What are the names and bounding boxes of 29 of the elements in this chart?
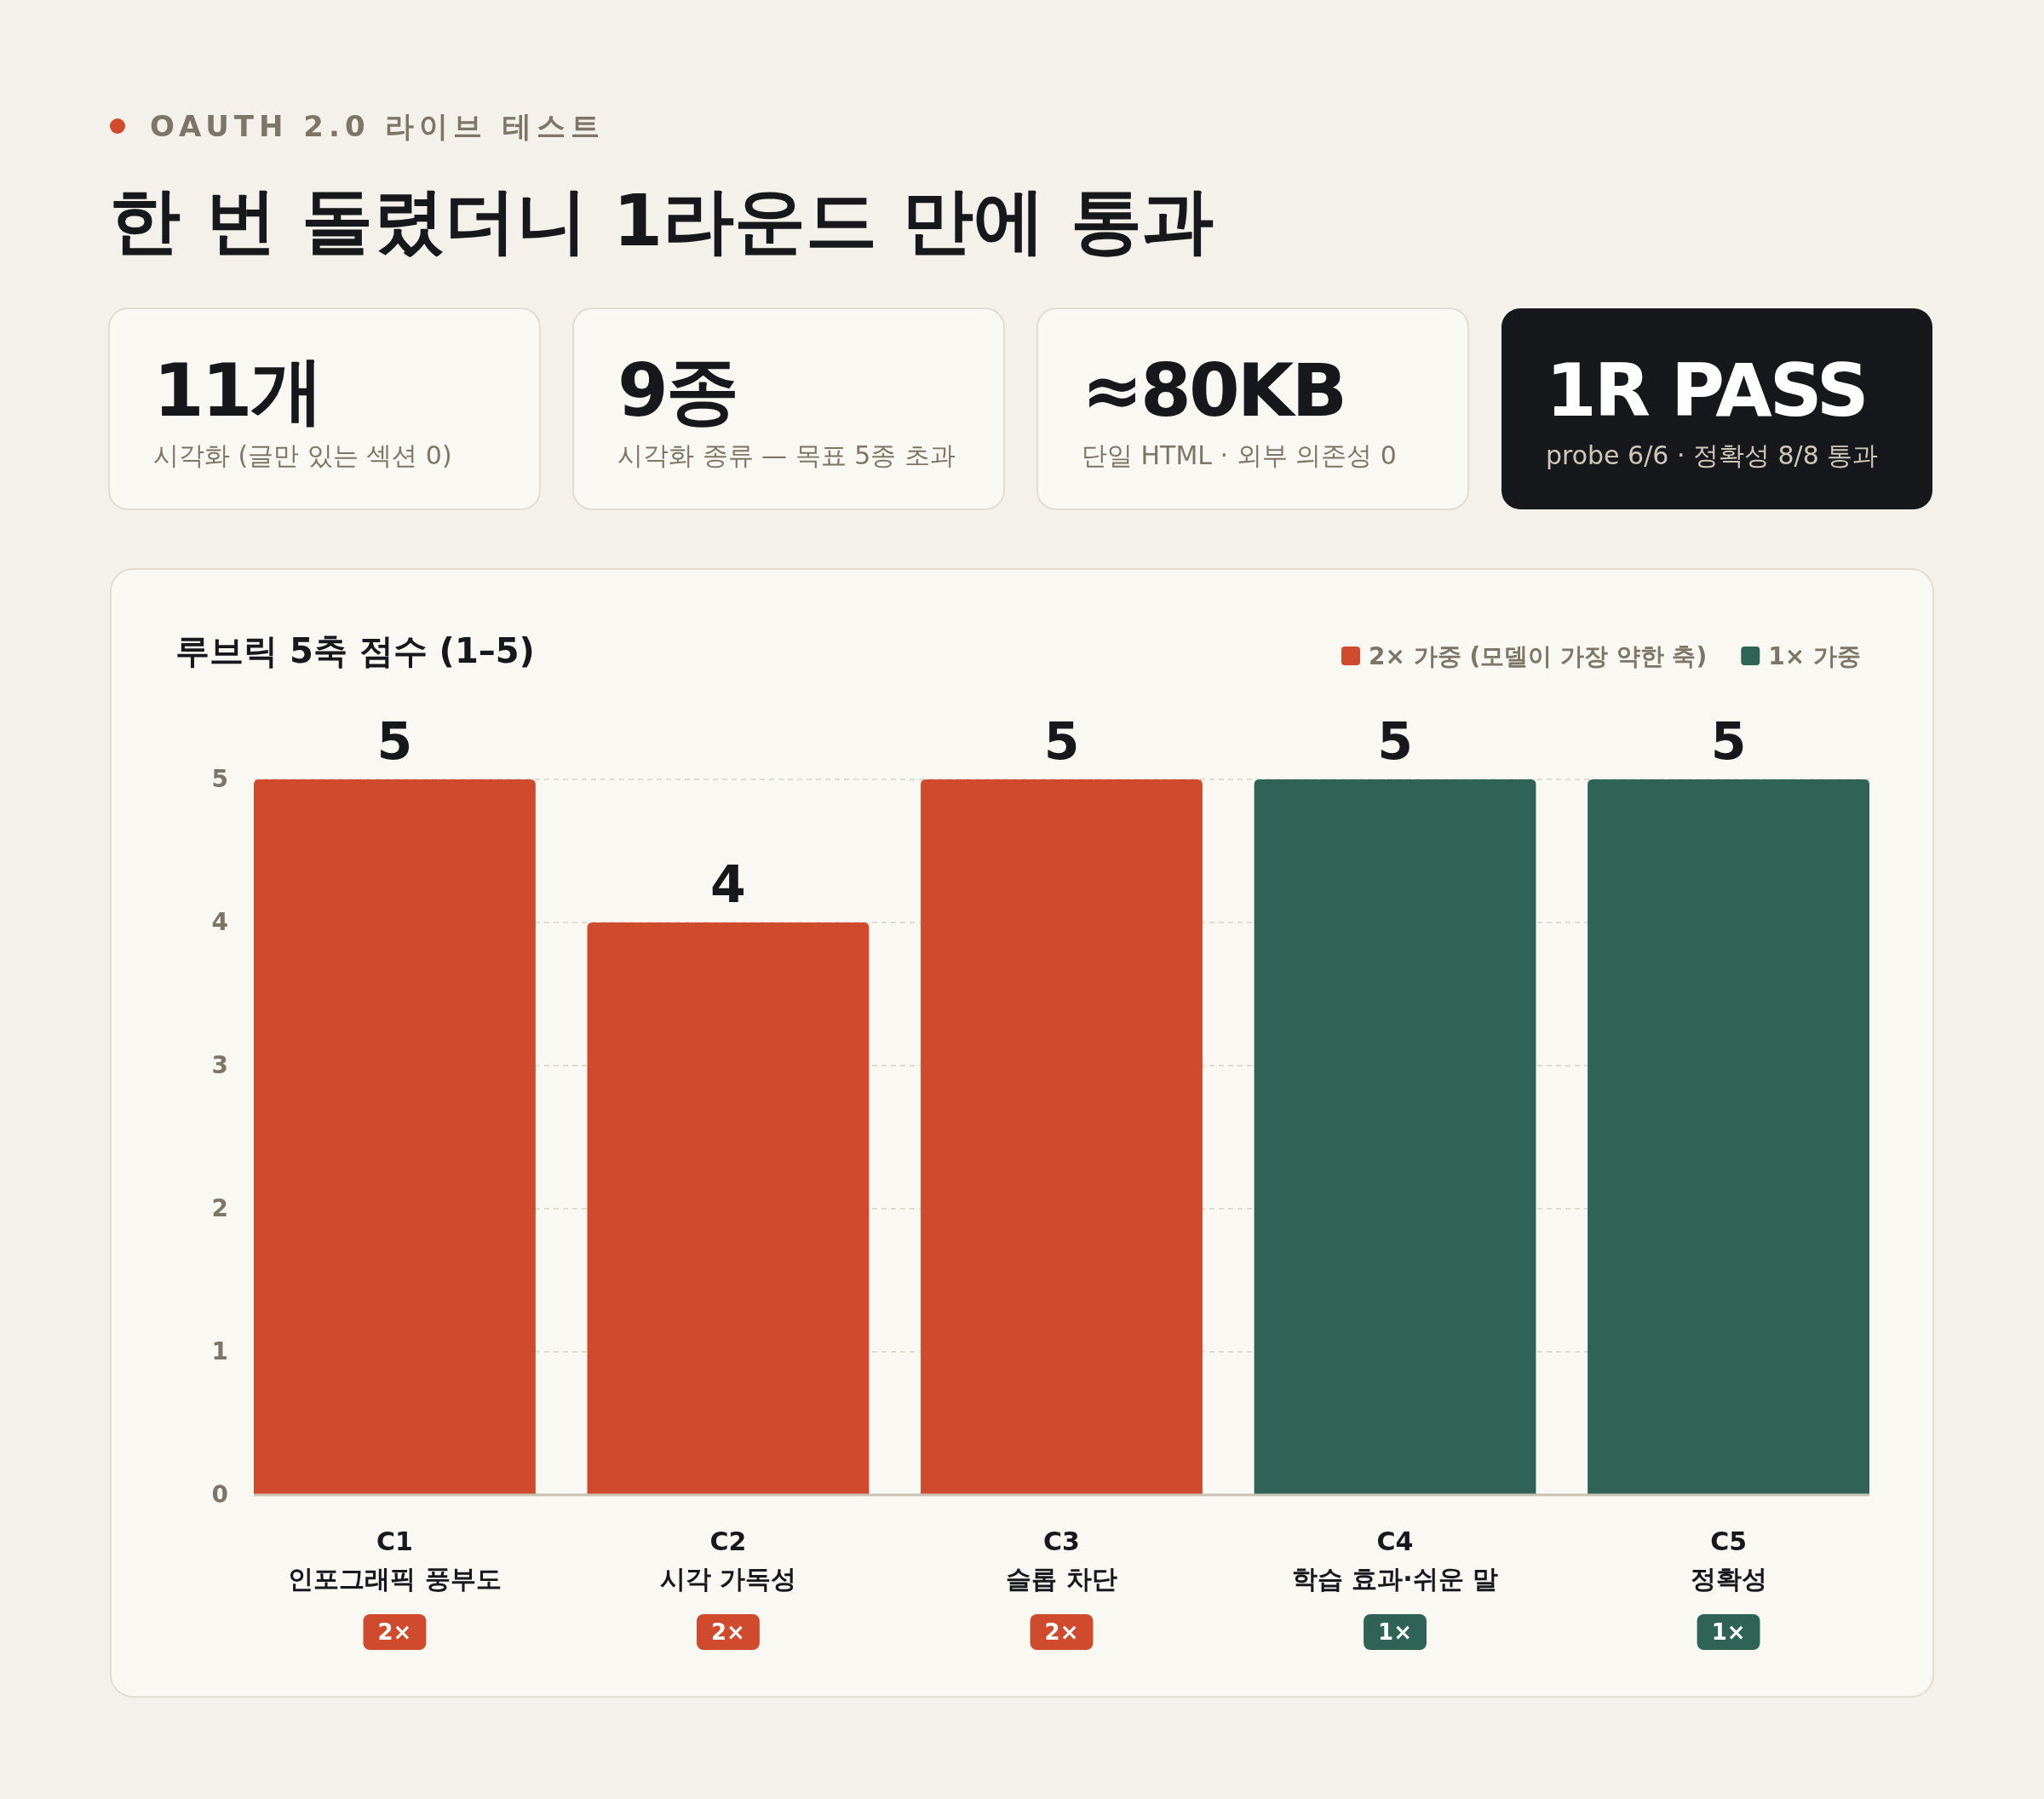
text: 시각화 종류 — 목표 5종 초과 — [617, 440, 956, 470]
y-tick-label: 4 — [211, 908, 228, 937]
data-label: 5 — [376, 711, 413, 771]
data-label: 5 — [1710, 711, 1747, 771]
text: OAUTH 2.0 라이브 테스트 — [150, 109, 606, 143]
text: 1R PASS — [1546, 348, 1867, 433]
y-tick-label: 3 — [211, 1051, 228, 1080]
text: 단일 HTML · 외부 의존성 0 — [1082, 440, 1397, 470]
text: ≈80KB — [1082, 348, 1345, 433]
x-tick-label: C5 정확성 1× — [1690, 1526, 1767, 1645]
text: probe 6/6 · 정확성 8/8 통과 — [1546, 440, 1879, 470]
x-tick-label: C3 슬롭 차단 2× — [1006, 1526, 1117, 1645]
data-label: 4 — [710, 854, 746, 914]
legend-label: 2× 가중 (모델이 가장 약한 축) — [1369, 642, 1708, 670]
text: 한 번 돌렸더니 1라운드 만에 통과 — [109, 179, 1214, 262]
y-tick-label: 0 — [211, 1480, 228, 1509]
data-label: 5 — [1043, 711, 1080, 771]
y-tick-label: 5 — [211, 765, 228, 794]
y-tick-label: 1 — [211, 1337, 228, 1366]
legend-label: 1× 가중 — [1768, 642, 1861, 670]
text: 11개 — [153, 348, 321, 433]
x-tick-label: C1 인포그래픽 풍부도 2× — [288, 1526, 502, 1645]
text: 9종 — [617, 348, 737, 433]
data-label: 5 — [1377, 711, 1413, 771]
chart-title: 루브릭 5축 점수 (1–5) — [175, 631, 535, 670]
x-tick-label: C4 학습 효과·쉬운 말 1× — [1291, 1526, 1499, 1645]
y-tick-label: 2 — [211, 1194, 228, 1223]
text: 시각화 (글만 있는 섹션 0) — [153, 440, 452, 470]
x-tick-label: C2 시각 가독성 2× — [659, 1526, 797, 1645]
